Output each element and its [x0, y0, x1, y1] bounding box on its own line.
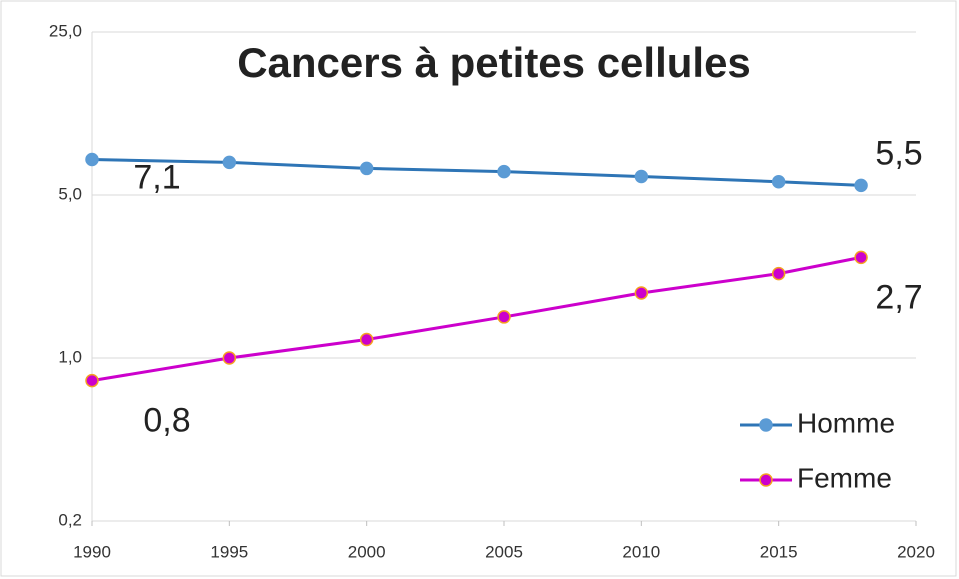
y-tick-label: 5,0 [58, 184, 82, 203]
y-tick-label: 0,2 [58, 510, 82, 529]
marker [854, 250, 868, 265]
marker [634, 286, 649, 300]
x-tick-label: 2010 [622, 542, 660, 561]
marker [85, 152, 99, 167]
data-label: 2,7 [875, 278, 922, 316]
x-tick-label: 1990 [73, 542, 111, 561]
data-label: 7,1 [133, 158, 180, 196]
marker [359, 332, 374, 347]
marker [854, 178, 868, 193]
marker [497, 164, 511, 179]
marker [771, 174, 786, 189]
x-tick-label: 2000 [348, 542, 386, 561]
y-tick-label: 1,0 [58, 347, 82, 366]
chart-title: Cancers à petites cellules [237, 39, 751, 86]
y-tick-label: 25,0 [49, 21, 82, 40]
legend-marker [759, 473, 773, 487]
data-label: 5,5 [875, 134, 922, 172]
marker [85, 373, 99, 388]
marker [497, 310, 511, 324]
x-tick-label: 2005 [485, 542, 523, 561]
marker [771, 266, 786, 281]
data-label: 0,8 [143, 402, 190, 440]
marker [634, 169, 649, 184]
x-tick-label: 2020 [897, 542, 935, 561]
legend-marker [759, 418, 773, 432]
marker [359, 161, 374, 176]
marker [222, 155, 237, 170]
legend-label: Homme [797, 407, 895, 438]
marker [222, 351, 237, 365]
legend-label: Femme [797, 462, 892, 493]
x-tick-label: 2015 [760, 542, 798, 561]
x-tick-label: 1995 [210, 542, 248, 561]
